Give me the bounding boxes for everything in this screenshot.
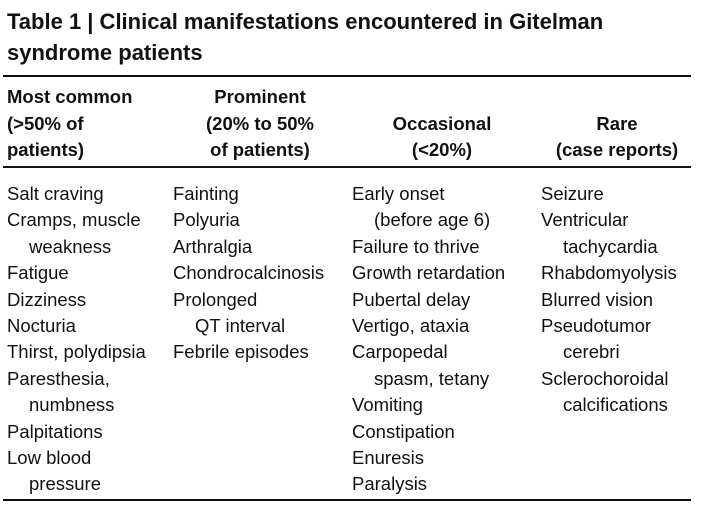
rule bbox=[3, 75, 691, 77]
table-cell: numbness bbox=[29, 394, 115, 416]
table-cell: Constipation bbox=[352, 420, 455, 442]
table-cell: Paresthesia, bbox=[7, 367, 110, 389]
table-cell: calcifications bbox=[563, 394, 668, 416]
table-cell: Polyuria bbox=[173, 209, 240, 231]
table-cell: Pseudotumor bbox=[541, 315, 652, 336]
table-title: Table 1 | Clinical manifestations encoun… bbox=[7, 9, 604, 65]
table-cell: Febrile episodes bbox=[173, 341, 309, 363]
table-cell: Thirst, polydipsia bbox=[7, 341, 146, 363]
table-cell: Chondrocalcinosis bbox=[173, 262, 325, 284]
table-cell: Vomiting bbox=[352, 394, 423, 416]
column-header: patients) bbox=[7, 139, 85, 160]
table-cell: Seizure bbox=[541, 183, 604, 204]
table-cell: Fainting bbox=[173, 183, 239, 204]
table-cell: Nocturia bbox=[7, 315, 76, 336]
table-cell: Palpitations bbox=[7, 420, 103, 442]
table-cell: Low blood bbox=[7, 447, 92, 468]
column-header: (20% to 50% bbox=[206, 112, 314, 134]
rule bbox=[3, 166, 691, 168]
column-header: Rare bbox=[596, 112, 638, 134]
table-cell: QT interval bbox=[195, 315, 286, 336]
rule bbox=[3, 499, 691, 501]
table-cell: spasm, tetany bbox=[374, 367, 490, 389]
table-cell: Paralysis bbox=[352, 473, 428, 495]
column-header: Most common bbox=[7, 86, 133, 107]
column-header: Occasional bbox=[392, 112, 492, 134]
table-cell: Fatigue bbox=[7, 262, 69, 284]
table-cell: Growth retardation bbox=[352, 262, 506, 284]
column-header: (>50% of bbox=[7, 112, 84, 134]
table-cell: Pubertal delay bbox=[352, 288, 471, 310]
table-cell: Prolonged bbox=[173, 288, 258, 310]
table-cell: Cramps, muscle bbox=[7, 209, 141, 231]
table-cell: Salt craving bbox=[7, 183, 104, 204]
table-cell: Ventricular bbox=[541, 209, 629, 231]
table-cell: Arthralgia bbox=[173, 235, 253, 257]
table-cell: Failure to thrive bbox=[352, 235, 480, 257]
column-header: Prominent bbox=[214, 86, 306, 107]
table-cell: tachycardia bbox=[563, 235, 658, 257]
table-cell: Vertigo, ataxia bbox=[352, 315, 470, 336]
table-cell: Blurred vision bbox=[541, 288, 654, 310]
column-header: of patients) bbox=[210, 139, 310, 160]
table-cell: Sclerochoroidal bbox=[541, 367, 669, 389]
table-cell: Dizziness bbox=[7, 288, 87, 310]
column-header: (case reports) bbox=[555, 139, 679, 160]
table-cell: weakness bbox=[29, 235, 112, 257]
table-cell: (before age 6) bbox=[374, 209, 491, 231]
table-cell: pressure bbox=[29, 473, 101, 495]
table-cell: Early onset bbox=[352, 183, 445, 204]
table-cell: Rhabdomyolysis bbox=[541, 262, 677, 284]
table-cell: cerebri bbox=[563, 341, 620, 363]
table-cell: Carpopedal bbox=[352, 341, 448, 363]
column-header: (<20%) bbox=[411, 139, 473, 160]
table-cell: Enuresis bbox=[352, 447, 424, 468]
